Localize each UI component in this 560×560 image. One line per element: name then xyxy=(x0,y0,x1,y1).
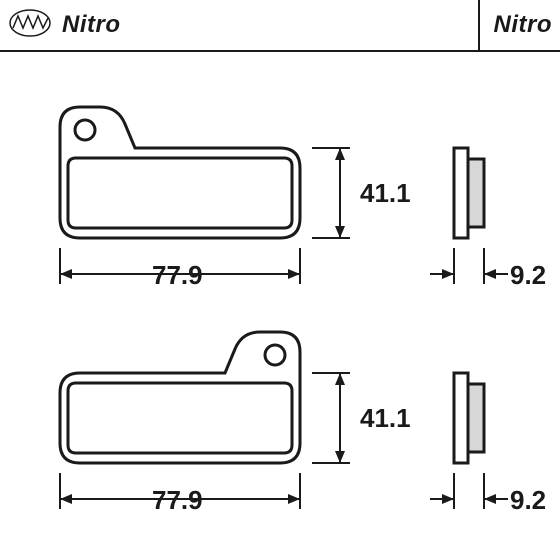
label-top-width: 77.9 xyxy=(152,260,203,291)
pad-top-side xyxy=(454,148,484,238)
label-top-height: 41.1 xyxy=(360,178,411,209)
pad-top-face xyxy=(60,107,300,238)
label-bottom-width: 77.9 xyxy=(152,485,203,516)
dim-top-height xyxy=(312,148,350,238)
label-top-thickness: 9.2 xyxy=(510,260,546,291)
brand-left: Nitro xyxy=(62,11,121,39)
header-left: Nitro xyxy=(0,8,121,43)
dim-bottom-thickness xyxy=(430,473,508,509)
brand-right: Nitro xyxy=(494,11,553,39)
label-bottom-thickness: 9.2 xyxy=(510,485,546,516)
dim-bottom-height xyxy=(312,373,350,463)
motomaster-logo-icon xyxy=(8,8,52,43)
pad-bottom-side xyxy=(454,373,484,463)
header-right: Nitro xyxy=(478,0,560,51)
header-divider xyxy=(478,0,480,51)
brake-pad-diagram xyxy=(0,52,560,560)
pad-bottom-face xyxy=(60,332,300,463)
dim-top-thickness xyxy=(430,248,508,284)
header-bar: Nitro Nitro xyxy=(0,0,560,52)
label-bottom-height: 41.1 xyxy=(360,403,411,434)
